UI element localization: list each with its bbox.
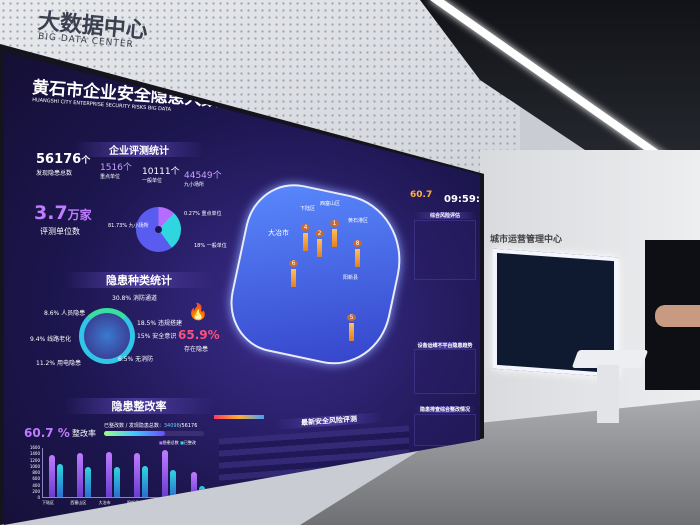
table-header: 最新安全风险评测 <box>273 412 385 430</box>
eval-pie-chart <box>136 207 181 252</box>
type-item: 8.6% 人员隐患 <box>44 310 86 317</box>
x-axis: 下陆区 西塞山区 大冶市 阳新县 黄石港区 开发区 <box>42 500 212 510</box>
pointing-hand <box>655 305 700 327</box>
card-key: 1516个 重点单位 <box>100 163 132 180</box>
map-pin-6[interactable]: 6 <box>289 260 298 287</box>
rectification-panel <box>414 414 476 446</box>
type-item: 18.5% 违规搭建 <box>137 320 182 327</box>
bar-total <box>134 452 140 497</box>
bar-rectified <box>113 467 120 497</box>
y-tick-label: 1200 <box>29 457 40 463</box>
chart-legend: ■隐患总数 ■已整改 <box>159 440 196 445</box>
risk-label: 存在隐患 <box>184 346 209 353</box>
map-label: 黄石港区 <box>348 218 369 224</box>
type-item: 30.8% 消防通道 <box>112 295 157 302</box>
y-tick-label: 600 <box>32 476 40 482</box>
types-header: 隐患种类统计 <box>64 272 214 288</box>
map-pin-4[interactable]: 4 <box>301 224 310 251</box>
bar-total <box>49 454 55 497</box>
x-tick-label: 黄石港区 <box>155 500 172 505</box>
map-label: 大冶市 <box>268 229 289 237</box>
rect-progress-label: 已整改数 / 发现隐患总数：34098/56176 <box>104 423 198 429</box>
bar-rectified <box>170 470 177 497</box>
rect-header: 隐患整改率 <box>64 398 214 414</box>
x-tick-label: 西塞山区 <box>70 500 87 505</box>
clock: 09:59:34 <box>444 194 480 205</box>
y-tick-label: 400 <box>32 482 40 488</box>
y-tick-label: 800 <box>32 470 40 475</box>
bar-total <box>77 453 84 497</box>
pie-label-general: 18% 一般单位 <box>194 243 227 249</box>
types-radar-chart <box>79 308 135 364</box>
pie-label-small: 81.73% 九小场所 <box>108 223 149 229</box>
fire-icon: 🔥 <box>188 302 208 321</box>
bar-rectified <box>198 486 205 497</box>
eval-header: 企业评测统计 <box>74 142 204 157</box>
total-label: 发现隐患总数 <box>36 170 73 177</box>
x-tick-label: 开发区 <box>183 500 196 505</box>
map-label: 下陆区 <box>300 206 316 212</box>
x-tick-label: 大冶市 <box>98 500 111 505</box>
bar-rectified <box>142 465 148 497</box>
card-general: 10111个 一般单位 <box>142 167 180 184</box>
map-label: 阳新县 <box>343 275 359 281</box>
y-tick-label: 1600 <box>29 445 40 450</box>
map-pin-5[interactable]: 5 <box>347 314 356 341</box>
y-tick-label: 1400 <box>29 451 40 457</box>
rect-rate: 60.7 % <box>24 426 70 440</box>
right-panel-title: 设备运维不平台隐患趋势 <box>414 342 476 349</box>
kiosk-stand <box>597 365 619 423</box>
risk-eval-panel <box>414 220 476 280</box>
rect-rate-label: 整改率 <box>72 429 96 438</box>
side-sign: 城市运营管理中心 <box>490 235 563 245</box>
right-panel-title: 隐患排查综合整改情况 <box>414 406 476 413</box>
trend-panel <box>414 349 476 394</box>
y-axis: 0 200 400 600 800 1000 1200 1400 1600 <box>22 445 40 501</box>
total-value: 56176个 <box>36 152 91 167</box>
type-item: 6.5% 无消防 <box>118 356 154 363</box>
right-score: 60.7 <box>410 190 433 200</box>
bar-rectified <box>85 467 92 497</box>
bar-total <box>162 450 169 497</box>
risk-value: 65.9% <box>178 328 220 342</box>
bar-total <box>190 472 197 497</box>
x-tick-label: 下陆区 <box>42 500 54 505</box>
pie-label-key: 0.27% 重点单位 <box>184 211 222 217</box>
x-tick-label: 阳新县 <box>127 500 139 505</box>
huangshi-map <box>221 175 413 375</box>
map-label: 西塞山区 <box>320 201 341 207</box>
units-value: 3.7万家 <box>34 202 92 224</box>
y-tick-label: 1000 <box>29 463 40 469</box>
rect-bar-chart <box>42 448 212 498</box>
type-item: 15% 安全意识 <box>137 333 177 340</box>
type-item: 11.2% 用电隐患 <box>36 360 81 367</box>
y-tick-label: 200 <box>32 488 40 494</box>
bar-total <box>105 451 112 497</box>
rect-progress-bar <box>104 431 204 436</box>
map-pin-8[interactable]: 8 <box>353 240 362 267</box>
card-small: 44549个 九小场所 <box>184 171 222 188</box>
units-label: 评测单位数 <box>40 227 80 236</box>
map-legend <box>214 415 264 419</box>
type-item: 9.4% 线路老化 <box>30 336 72 343</box>
map-pin-1[interactable]: 1 <box>330 220 339 247</box>
map-pin-2[interactable]: 2 <box>315 230 324 257</box>
right-panel-title: 综合风险评估 <box>414 212 476 219</box>
y-tick-label: 0 <box>37 495 40 500</box>
bar-rectified <box>57 464 63 497</box>
